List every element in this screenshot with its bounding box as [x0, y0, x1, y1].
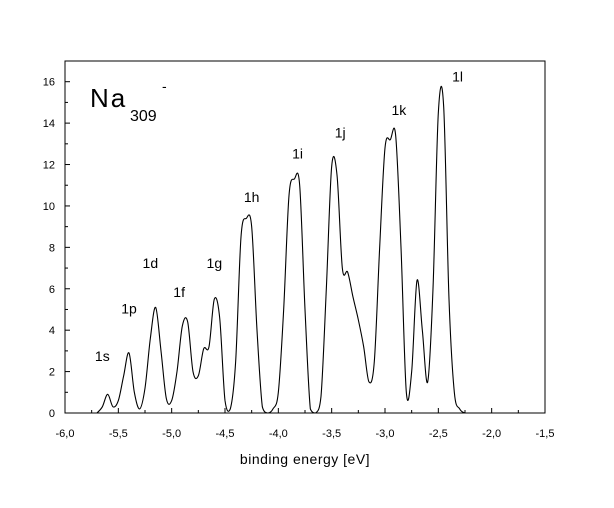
y-tick-label: 8: [49, 242, 55, 254]
y-axis: 0 2 4 6 8 10 12 14 16: [43, 77, 70, 420]
x-tick-label: -6,0: [56, 428, 75, 440]
peak-label-1l: 1l: [452, 69, 463, 85]
spectrum-line: [96, 85, 471, 414]
peak-annotations: 1s 1p 1d 1f 1g 1h 1i 1j 1k 1l: [95, 69, 463, 365]
peak-label-1p: 1p: [121, 301, 137, 317]
x-tick-label: -5,5: [109, 428, 128, 440]
x-tick-label: -4,0: [269, 428, 288, 440]
y-tick-label: 2: [49, 367, 55, 379]
peak-label-1g: 1g: [207, 255, 223, 271]
peak-label-1i: 1i: [292, 145, 303, 161]
y-tick-label: 16: [43, 77, 55, 89]
species-label: Na 309 -: [90, 78, 167, 125]
x-tick-label: -5,0: [162, 428, 181, 440]
peak-label-1k: 1k: [391, 102, 407, 118]
x-axis-title: binding energy [eV]: [240, 451, 370, 467]
x-tick-label: -4,5: [216, 428, 235, 440]
species-subscript: 309: [130, 108, 157, 125]
peak-label-1j: 1j: [335, 125, 346, 141]
x-tick-label: -1,5: [536, 428, 555, 440]
species-superscript: -: [162, 78, 167, 94]
x-tick-label: -2,0: [482, 428, 501, 440]
y-tick-label: 14: [43, 118, 55, 130]
x-tick-label: -2,5: [429, 428, 448, 440]
x-axis: -6,0 -5,5 -5,0 -4,5 -4,0 -3,5 -3,0 -2,5 -2,0 -1,5: [56, 408, 555, 440]
peak-label-1f: 1f: [173, 284, 185, 300]
y-tick-label: 12: [43, 160, 55, 172]
y-tick-label: 0: [49, 408, 55, 420]
peak-label-1h: 1h: [244, 189, 260, 205]
species-main: Na: [90, 83, 127, 113]
x-tick-label: -3,0: [376, 428, 395, 440]
peak-label-1s: 1s: [95, 348, 110, 364]
y-tick-label: 10: [43, 201, 55, 213]
x-tick-label: -3,5: [322, 428, 341, 440]
y-tick-label: 6: [49, 284, 55, 296]
y-tick-label: 4: [49, 325, 55, 337]
peak-label-1d: 1d: [143, 255, 159, 271]
